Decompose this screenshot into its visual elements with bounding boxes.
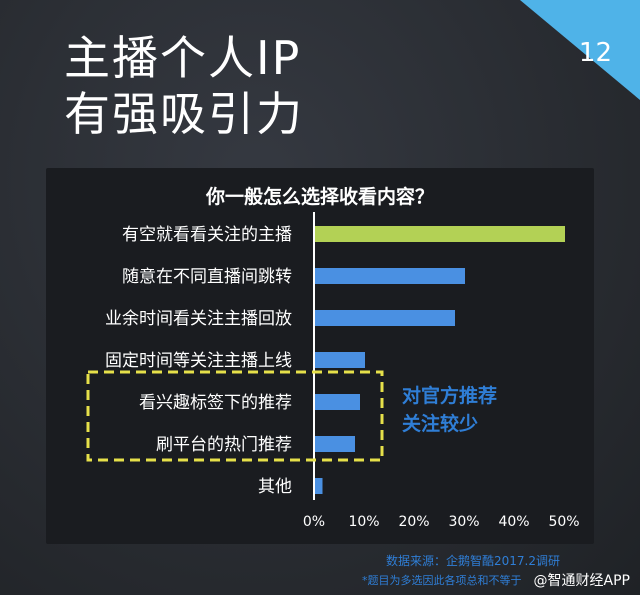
page-number: 12	[578, 38, 612, 68]
x-tick-label: 50%	[548, 514, 579, 530]
category-label: 看兴趣标签下的推荐	[139, 393, 292, 413]
bar	[315, 226, 565, 242]
bar	[315, 436, 355, 452]
category-label: 固定时间等关注主播上线	[105, 351, 292, 371]
category-label: 有空就看看关注的主播	[122, 225, 292, 245]
bar-chart: 有空就看看关注的主播随意在不同直播间跳转业余时间看关注主播回放固定时间等关注主播…	[86, 212, 580, 530]
annotation-text: 关注较少	[402, 412, 478, 435]
bar	[315, 310, 455, 326]
chart-panel: 你一般怎么选择收看内容？ 有空就看看关注的主播 随意在不同直播间跳转业余时间看关注…	[46, 168, 594, 544]
x-tick-label: 40%	[498, 514, 529, 530]
category-label: 其他	[258, 477, 292, 497]
bar	[315, 478, 323, 494]
chart-title: 你一般怎么选择收看内容？	[205, 186, 434, 208]
watermark: @智通财经APP	[533, 573, 630, 589]
x-tick-label: 0%	[303, 514, 325, 530]
category-label: 刷平台的热门推荐	[156, 435, 292, 455]
category-label: 随意在不同直播间跳转	[122, 267, 292, 287]
page-title-line2: 有强吸引力	[64, 87, 304, 141]
page-title: 主播个人IP 有强吸引力	[64, 30, 304, 142]
bar	[315, 352, 365, 368]
bar	[315, 394, 360, 410]
x-tick-label: 20%	[398, 514, 429, 530]
page-number-badge	[520, 0, 640, 100]
annotation-box	[86, 370, 384, 462]
page-title-line1: 主播个人IP	[64, 31, 302, 85]
x-tick-label: 30%	[448, 514, 479, 530]
data-source: 数据来源：企鹅智酷2017.2调研	[386, 554, 560, 568]
annotation-text: 对官方推荐	[402, 384, 497, 407]
x-tick-label: 10%	[348, 514, 379, 530]
bar	[315, 268, 465, 284]
category-label: 业余时间看关注主播回放	[105, 309, 292, 329]
footnote: *题目为多选因此各项总和不等于	[362, 574, 522, 587]
